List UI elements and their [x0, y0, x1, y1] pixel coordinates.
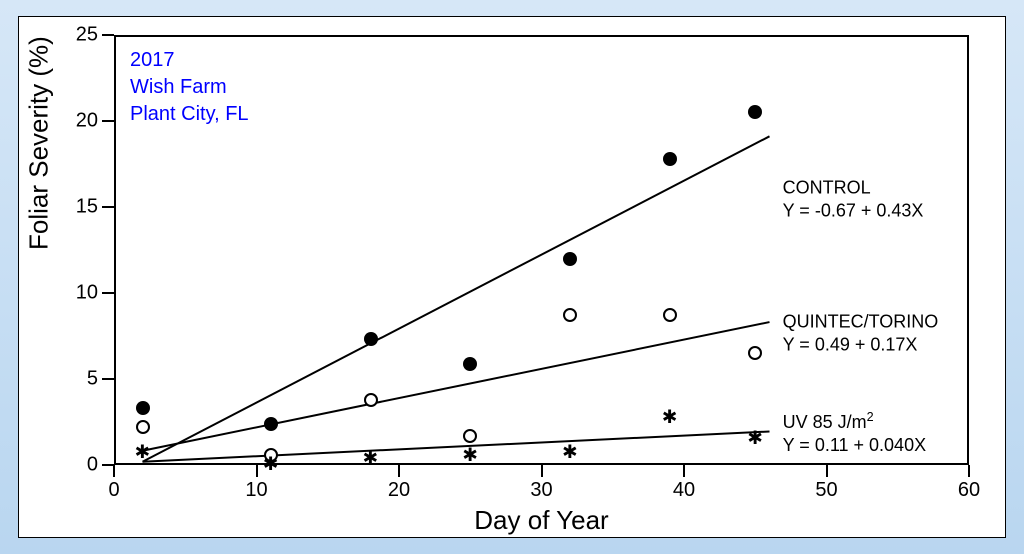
series-equation: Y = 0.11 + 0.040X: [783, 435, 926, 455]
data-point: [463, 357, 477, 371]
data-point: [663, 152, 677, 166]
data-point: [136, 420, 150, 434]
regression-line-2: [143, 431, 770, 461]
series-name: QUINTEC/TORINO: [783, 312, 939, 332]
data-point: ✱: [463, 441, 477, 465]
data-point: [364, 332, 378, 346]
series-name: CONTROL: [783, 178, 871, 198]
data-point: [748, 346, 762, 360]
data-point: [748, 105, 762, 119]
foliar-severity-chart: 01020304050600510152025Day of YearFoliar…: [18, 16, 1006, 538]
data-point: ✱: [264, 450, 278, 474]
data-point: [264, 417, 278, 431]
regression-lines: [19, 17, 1005, 537]
series-equation: Y = -0.67 + 0.43X: [783, 200, 924, 220]
data-point: [663, 308, 677, 322]
series-equation: Y = 0.49 + 0.17X: [783, 334, 918, 354]
series-label: UV 85 J/m2 Y = 0.11 + 0.040X: [783, 410, 926, 456]
series-label: CONTROLY = -0.67 + 0.43X: [783, 177, 924, 222]
data-point: ✱: [363, 444, 377, 468]
regression-line-1: [143, 322, 770, 451]
data-point: ✱: [135, 438, 149, 462]
data-point: [563, 308, 577, 322]
data-point: ✱: [663, 403, 677, 427]
data-point: [136, 401, 150, 415]
data-point: [364, 393, 378, 407]
data-point: ✱: [563, 438, 577, 462]
series-label: QUINTEC/TORINOY = 0.49 + 0.17X: [783, 311, 939, 356]
data-point: ✱: [748, 424, 762, 448]
data-point: [563, 252, 577, 266]
series-name: UV 85 J/m2: [783, 412, 874, 432]
